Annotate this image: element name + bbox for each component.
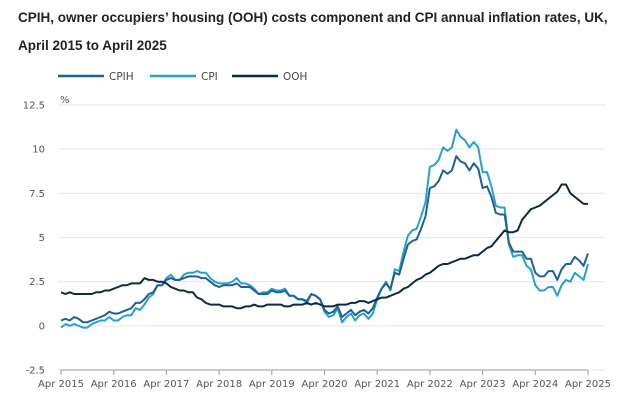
y-tick-label: 0 <box>39 321 45 332</box>
y-tick-label: 12.5 <box>23 101 45 112</box>
legend-label: CPI <box>201 71 218 83</box>
x-tick-label: Apr 2023 <box>460 379 506 390</box>
series-line-cpih <box>60 155 589 324</box>
y-tick-label: 2.5 <box>29 277 45 288</box>
legend-item-ooh: OOH <box>232 71 307 83</box>
series-line-cpi <box>60 128 589 329</box>
legend-item-cpi: CPI <box>150 71 218 83</box>
x-tick-label: Apr 2024 <box>512 379 558 390</box>
legend-item-cpih: CPIH <box>58 71 134 83</box>
series-line-ooh <box>60 183 588 310</box>
x-tick-label: Apr 2017 <box>143 379 189 390</box>
y-tick-label: 7.5 <box>29 189 45 200</box>
x-tick-label: Apr 2015 <box>38 379 84 390</box>
x-tick-label: Apr 2021 <box>354 379 400 390</box>
y-axis-unit: % <box>60 95 70 106</box>
legend-label: OOH <box>283 71 307 83</box>
x-tick-label: Apr 2016 <box>91 379 137 390</box>
x-tick-label: Apr 2025 <box>565 379 611 390</box>
y-tick-label: -2.5 <box>25 366 45 377</box>
x-tick-label: Apr 2022 <box>407 379 453 390</box>
x-tick-label: Apr 2018 <box>196 379 242 390</box>
y-tick-label: 5 <box>39 233 45 244</box>
chart-title: CPIH, owner occupiers’ housing (OOH) cos… <box>18 10 608 53</box>
x-tick-label: Apr 2020 <box>302 379 348 390</box>
y-tick-label: 10 <box>32 145 45 156</box>
x-tick-label: Apr 2019 <box>249 379 295 390</box>
legend-label: CPIH <box>109 71 134 83</box>
